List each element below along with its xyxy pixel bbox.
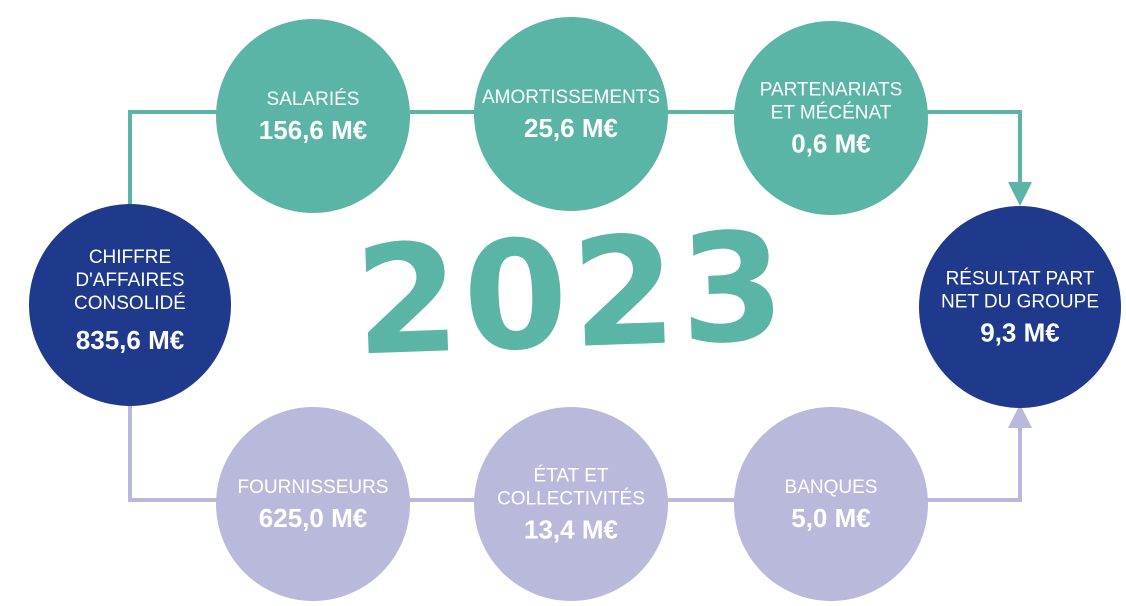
node-circle [919,206,1121,408]
node-label: PARTENARIATS [760,80,903,101]
node-label: SALARIÉS [267,89,360,110]
node-value: 0,6 M€ [791,128,871,158]
node-value: 5,0 M€ [791,503,871,533]
node-label: NET DU GROUPE [941,292,1099,313]
node-label: ET MÉCÉNAT [771,103,892,124]
node-label: FOURNISSEURS [238,477,389,498]
node-value: 13,4 M€ [524,514,618,544]
year-title: 2023 [352,200,791,389]
node-label: D'AFFAIRES [75,270,184,291]
node-label: CHIFFRE [89,247,171,268]
node-label: RÉSULTAT PART [946,269,1095,290]
top-arrowhead [1008,182,1032,206]
node-label: AMORTISSEMENTS [482,87,660,108]
node-label: COLLECTIVITÉS [497,489,645,510]
node-value: 625,0 M€ [259,503,367,533]
node-value: 156,6 M€ [259,115,367,145]
node-value: 25,6 M€ [524,113,618,143]
node-circle [474,407,668,601]
node-circle [216,407,410,601]
node-label: BANQUES [785,477,878,498]
node-circle [734,407,928,601]
node-value: 9,3 M€ [980,317,1060,347]
node-circle [734,21,928,215]
node-label: CONSOLIDÉ [74,293,186,314]
node-circle [29,204,231,406]
bottom-arrowhead [1008,404,1032,428]
node-circle [474,17,668,211]
node-circle [216,19,410,213]
node-value: 835,6 M€ [76,325,184,355]
node-label: ÉTAT ET [534,466,609,487]
